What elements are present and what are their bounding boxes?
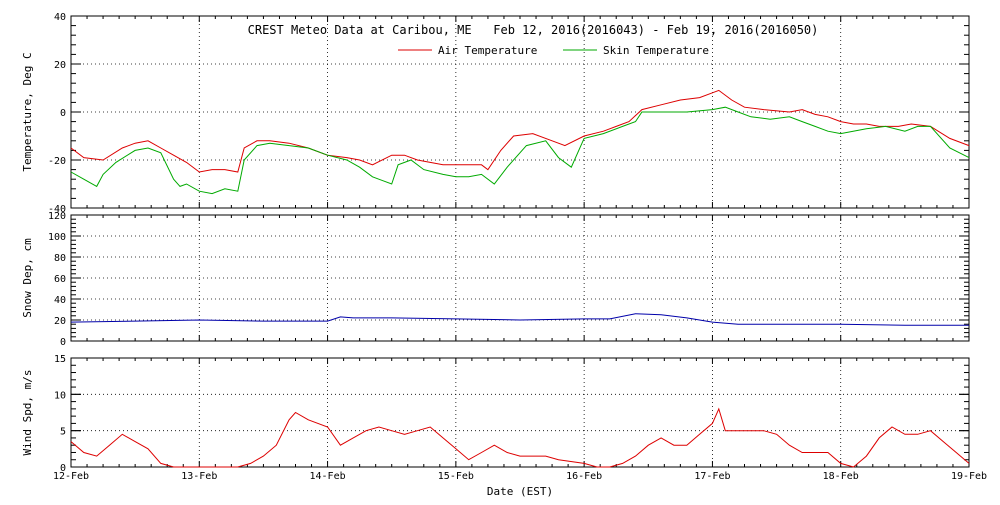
panel-2-series-0-line [70,407,970,468]
panel-0-series-0-line [70,89,970,173]
panel-0-ytick-label: 0 [60,108,66,119]
panel-2-frame [70,357,970,468]
panel-0-series-1-line [70,106,970,195]
panel-2-ytick-label: 10 [54,390,66,401]
chart-title: CREST Meteo Data at Caribou, ME Feb 12, … [248,23,819,37]
panel-1-series-0-line [70,313,969,326]
panel-1-ytick-label: 100 [48,232,66,243]
legend-label-0: Air Temperature [438,44,537,57]
x-tick-label: 13-Feb [181,471,217,482]
panel-1-ytick-label: 0 [60,337,66,348]
x-tick-label: 15-Feb [438,471,474,482]
x-tick-label: 12-Feb [53,471,89,482]
panel-1-ytick-label: 40 [54,295,66,306]
panel-1-ytick-label: 80 [54,253,66,264]
panel-0-ytick-label: 20 [54,60,66,71]
x-tick-label: 17-Feb [694,471,730,482]
panel-1-ytick-label: 20 [54,316,66,327]
panel-0-ytick-label: -20 [48,156,66,167]
x-tick-label: 19-Feb [951,471,987,482]
panel-0-ylabel: Temperature, Deg C [21,52,34,171]
panel-1-ytick-label: 60 [54,274,66,285]
panel-0-ytick-label: 40 [54,12,66,23]
panel-2-ytick-label: 5 [60,427,66,438]
panel-1-ytick-label: 120 [48,211,66,222]
panel-2-ylabel: Wind Spd, m/s [21,369,34,455]
x-tick-label: 18-Feb [823,471,859,482]
panel-1-ylabel: Snow Dep, cm [21,238,34,318]
legend-label-1: Skin Temperature [603,44,709,57]
panel-0-ytick-label: -40 [48,204,66,215]
x-axis-label: Date (EST) [487,485,553,498]
x-tick-label: 16-Feb [566,471,602,482]
panel-2-ytick-label: 0 [60,463,66,474]
panel-2-ytick-label: 15 [54,354,66,365]
x-tick-label: 14-Feb [310,471,346,482]
